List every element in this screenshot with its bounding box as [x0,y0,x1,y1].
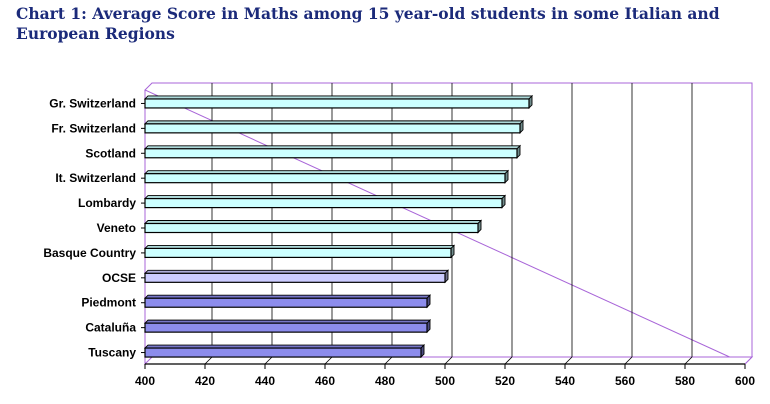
category-label: Fr. Switzerland [51,121,136,135]
category-label: OCSE [102,271,136,285]
bar [143,319,432,334]
category-label: Basque Country [43,246,136,260]
gridline-floor [324,356,333,365]
plot-back-wall [144,82,753,365]
x-tick-label: 500 [435,374,455,388]
gridline-floor [504,356,513,365]
bar-front-face [144,322,428,333]
gridline-floor [384,356,393,365]
x-tick-label: 480 [375,374,395,388]
gridline-floor [444,356,453,365]
gridline-floor [204,356,213,365]
x-tick-label: 540 [555,374,575,388]
gridline-floor [624,356,633,365]
bar-front-face [144,247,452,259]
bar [143,343,426,359]
bar-front-face [144,222,479,234]
bar-front-face [144,173,506,184]
bar-front-face [144,297,428,308]
gridline-floor [684,356,693,365]
bar-front-face [144,148,518,159]
category-label: Veneto [97,221,136,235]
x-tick-label: 580 [675,374,695,388]
category-labels: Gr. Switzerland Fr. Switzerland Scotland It… [43,96,145,360]
category-label: Cataluña [85,321,136,335]
bar [143,169,510,184]
bar-front-face [144,98,530,109]
bar-front-face [144,123,521,134]
bars [143,94,534,359]
x-tick-label: 560 [615,374,635,388]
bar [143,294,432,309]
category-label: Piedmont [81,296,136,310]
x-tick-label: 440 [255,374,275,388]
category-label: Scotland [85,146,136,160]
x-tick-label: 400 [135,374,155,388]
category-label: Gr. Switzerland [49,96,136,110]
bar [143,244,456,259]
gridline-floor [264,356,273,365]
bar [143,94,534,110]
x-tick-label: 420 [195,374,215,388]
bar-front-face [144,197,503,209]
chart-title: Chart 1: Average Score in Maths among 15… [16,4,720,43]
bar [143,219,483,234]
bar [143,119,525,134]
x-tick-labels: 400 420 440 460 480 500 520 540 560 580 600 [135,364,755,388]
category-label: Lombardy [78,196,136,210]
x-tick-label: 460 [315,374,335,388]
category-label: Tuscany [88,346,136,360]
bar [143,194,507,209]
bar [143,144,522,159]
x-tick-label: 600 [735,374,755,388]
bar-front-face [144,272,446,283]
bar [143,269,450,284]
category-label: It. Switzerland [55,171,136,185]
gridline-floor [564,356,573,365]
bar-front-face [144,347,422,358]
x-tick-label: 520 [495,374,515,388]
